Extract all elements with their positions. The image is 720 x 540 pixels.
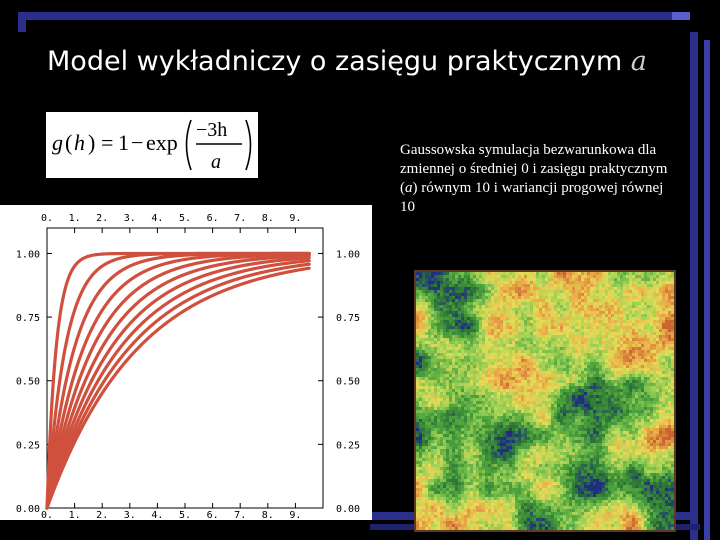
y-tick-label-right: 0.75 — [336, 313, 360, 324]
formula-svg: g ( h ) = 1 − exp −3h a — [52, 119, 252, 173]
y-tick-label-right: 0.00 — [336, 504, 360, 515]
y-tick-label-left: 0.50 — [16, 377, 40, 388]
x-tick-label-top: 2. — [96, 213, 108, 224]
y-tick-label-left: 0.75 — [16, 313, 40, 324]
simulation-map-svg — [416, 272, 674, 530]
decor-frame-right-inner — [704, 40, 710, 540]
x-tick-label-bottom: 5. — [179, 510, 191, 520]
x-tick-label-bottom: 4. — [151, 510, 163, 520]
formula-h: h — [74, 130, 85, 155]
x-tick-label-top: 3. — [124, 213, 136, 224]
slide-title-text: Model wykładniczy o zasięgu praktycznym — [47, 46, 623, 77]
formula-minus: − — [131, 130, 143, 155]
x-tick-label-bottom: 1. — [69, 510, 81, 520]
y-tick-label-left: 0.00 — [16, 504, 40, 515]
simulation-map — [414, 270, 676, 532]
x-tick-label-top: 5. — [179, 213, 191, 224]
x-tick-label-bottom: 7. — [234, 510, 246, 520]
formula-denominator: a — [211, 151, 221, 173]
y-tick-label-right: 1.00 — [336, 249, 360, 260]
series-line-6 — [45, 254, 311, 510]
description-part-1: Gaussowska symulacja bezwarunkowa dla zm… — [400, 142, 668, 196]
description-variable: a — [405, 180, 413, 196]
slide-title-variable: a — [630, 46, 647, 77]
series-line-5 — [45, 252, 311, 510]
formula-box: g ( h ) = 1 − exp −3h a — [46, 112, 258, 178]
y-tick-label-right: 0.50 — [336, 377, 360, 388]
x-tick-label-top: 1. — [69, 213, 81, 224]
x-tick-label-bottom: 0. — [41, 510, 53, 520]
x-tick-label-top: 0. — [41, 213, 53, 224]
x-tick-label-top: 9. — [289, 213, 301, 224]
formula-exp: exp — [146, 130, 178, 155]
series-line-10 — [45, 266, 311, 510]
formula-paren-open: ( — [65, 130, 72, 155]
series-line-7 — [45, 256, 311, 510]
x-tick-label-top: 8. — [262, 213, 274, 224]
y-tick-label-right: 0.25 — [336, 440, 360, 451]
y-tick-label-left: 1.00 — [16, 249, 40, 260]
slide-title: Model wykładniczy o zasięgu praktycznym … — [47, 46, 647, 77]
x-tick-label-top: 6. — [207, 213, 219, 224]
x-tick-label-bottom: 8. — [262, 510, 274, 520]
decor-frame-right — [690, 32, 698, 540]
formula-equals: = — [101, 130, 113, 155]
series-line-8 — [45, 259, 311, 510]
decor-frame-left — [18, 12, 26, 32]
formula-bracket-left — [185, 119, 192, 171]
variogram-chart: 0. 0. 1. 1. 2. 2. 3. 3. 4. 4. 5. 5. 6. 6. 7. 7. 8. 8. 9. 9.… — [0, 205, 372, 520]
x-tick-label-top: 7. — [234, 213, 246, 224]
formula-bracket-right — [245, 119, 252, 171]
formula-one: 1 — [118, 130, 129, 155]
decor-frame-top — [18, 12, 690, 20]
formula-paren-close: ) — [88, 130, 95, 155]
formula-numerator: −3h — [196, 119, 227, 141]
x-tick-label-bottom: 2. — [96, 510, 108, 520]
x-tick-label-top: 4. — [151, 213, 163, 224]
x-tick-label-bottom: 3. — [124, 510, 136, 520]
description-text: Gaussowska symulacja bezwarunkowa dla zm… — [400, 141, 680, 217]
x-tick-label-bottom: 9. — [289, 510, 301, 520]
decor-frame-accent — [672, 12, 690, 20]
series-line-9 — [45, 262, 311, 510]
description-part-2: ) równym 10 i wariancji progowej równej … — [400, 180, 664, 215]
formula-g: g — [52, 130, 63, 155]
x-tick-label-bottom: 6. — [207, 510, 219, 520]
y-tick-label-left: 0.25 — [16, 440, 40, 451]
